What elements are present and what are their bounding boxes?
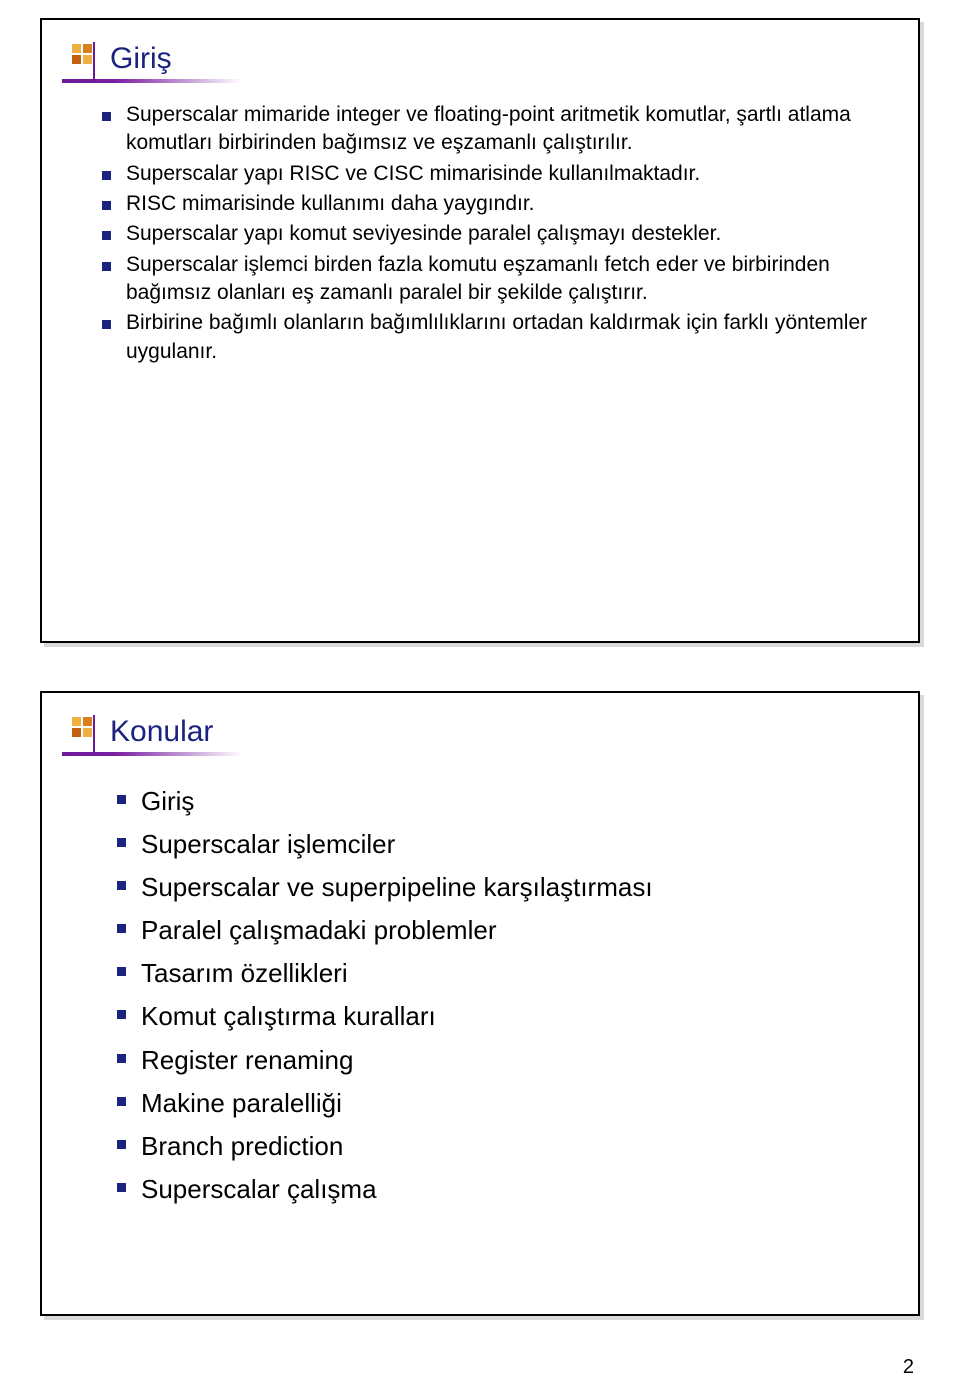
list-item: Birbirine bağımlı olanların bağımlılıkla…: [102, 309, 878, 366]
title-underline: [62, 79, 242, 83]
list-item: Komut çalıştırma kuralları: [117, 999, 878, 1034]
bullet-list: Superscalar mimaride integer ve floating…: [82, 101, 878, 366]
title-underline: [62, 752, 242, 756]
list-item: Superscalar yapı RISC ve CISC mimarisind…: [102, 160, 878, 188]
list-item: Superscalar çalışma: [117, 1172, 878, 1207]
slide-konular: Konular Giriş Superscalar işlemciler Sup…: [40, 691, 920, 1316]
list-item: Paralel çalışmadaki problemler: [117, 913, 878, 948]
list-item: Superscalar ve superpipeline karşılaştır…: [117, 870, 878, 905]
slide-title-wrap: Konular: [72, 715, 878, 756]
page-number: 2: [903, 1356, 914, 1379]
slide-giris: Giriş Superscalar mimaride integer ve fl…: [40, 18, 920, 643]
list-item: Superscalar mimaride integer ve floating…: [102, 101, 878, 158]
title-ornament-icon: [72, 44, 100, 78]
slide-title-wrap: Giriş: [72, 42, 878, 83]
list-item: Giriş: [117, 784, 878, 819]
bullet-list: Giriş Superscalar işlemciler Superscalar…: [82, 774, 878, 1207]
slide-title: Giriş: [72, 42, 878, 75]
list-item: Superscalar işlemciler: [117, 827, 878, 862]
list-item: Superscalar yapı komut seviyesinde paral…: [102, 220, 878, 248]
slide-title: Konular: [72, 715, 878, 748]
list-item: RISC mimarisinde kullanımı daha yaygındı…: [102, 190, 878, 218]
list-item: Branch prediction: [117, 1129, 878, 1164]
list-item: Register renaming: [117, 1043, 878, 1078]
title-ornament-icon: [72, 717, 100, 751]
list-item: Tasarım özellikleri: [117, 956, 878, 991]
list-item: Makine paralelliği: [117, 1086, 878, 1121]
list-item: Superscalar işlemci birden fazla komutu …: [102, 251, 878, 308]
